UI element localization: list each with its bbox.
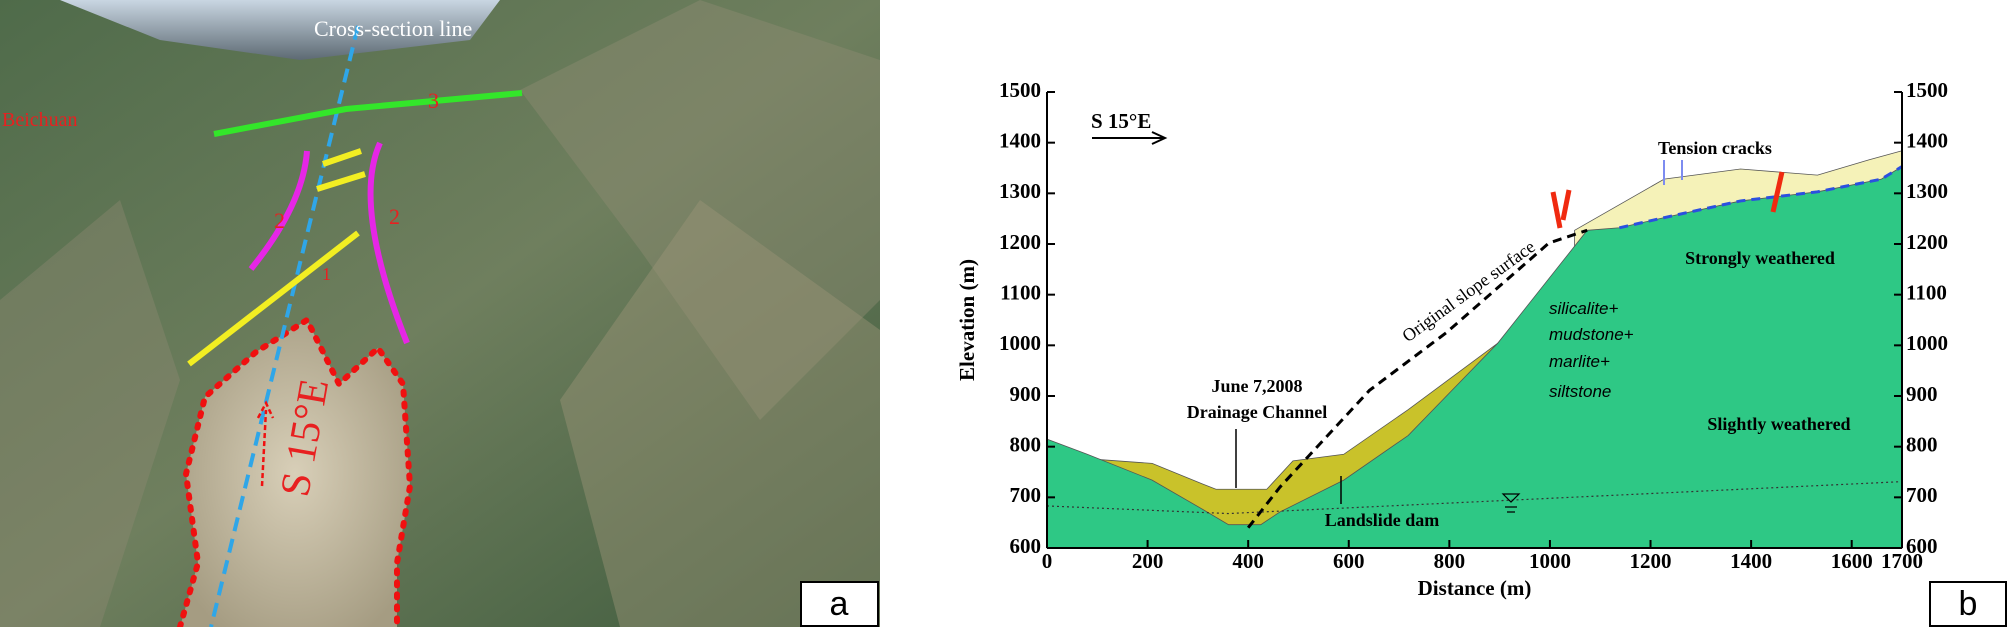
profile-line [1619,165,1903,230]
rock-label: silicalite+ [1549,299,1619,318]
annotation: Slightly weathered [1707,414,1850,434]
y-tick-label: 1000 [999,331,1041,355]
tension-crack [1560,189,1572,221]
crack [316,171,366,192]
y-tick-label: 800 [1010,432,1042,456]
ridge [520,0,880,420]
y2-tick-label: 1300 [1906,179,1948,203]
landslide-boundary [177,315,414,627]
y-tick-label: 700 [1010,483,1042,507]
x-tick-label: 1400 [1730,549,1772,573]
annotation: Drainage Channel [1187,402,1328,422]
y-tick-label: 900 [1010,382,1042,406]
zone-label: 2 [389,204,400,229]
annotation: Strongly weathered [1685,248,1835,268]
y-tick-label: 1200 [999,230,1041,254]
x-tick-label: 1000 [1529,549,1571,573]
y-tick-label: 1500 [999,78,1041,102]
y-tick-label: 1300 [999,179,1041,203]
water-symbol [1501,493,1521,513]
annotation: Tension cracks [1658,138,1772,158]
y-axis-label: Elevation (m) [955,259,979,381]
x-tick-label: 800 [1434,549,1466,573]
rock-label: siltstone [1549,382,1611,401]
x-tick-label: 1700 [1881,549,1923,573]
zone-label: 1 [322,264,331,284]
y2-tick-label: 1100 [1906,280,1947,304]
y-tick-label: 600 [1010,534,1042,558]
crack [322,148,362,167]
zone-label: 2 [274,208,285,233]
ridge [560,200,880,627]
y2-tick-label: 1000 [1906,331,1948,355]
profile-line [1246,228,1588,529]
rock-label: mudstone+ [1549,325,1634,344]
landslide-area [180,320,410,627]
y-tick-label: 1100 [1000,280,1041,304]
scarp-2 [248,150,310,271]
panel-a: Cross-section line Beichuan 1 2 2 3 S 15… [0,0,880,627]
y2-tick-label: 1500 [1906,78,1948,102]
tension-crack [1550,191,1563,229]
x-tick-label: 200 [1132,549,1164,573]
direction-arrow [1092,131,1168,145]
x-axis-label: Distance (m) [1418,576,1532,600]
y2-tick-label: 800 [1906,432,1938,456]
cross-section-line [209,25,360,627]
x-tick-label: 600 [1333,549,1365,573]
profile-line [1046,481,1903,515]
town-label: Beichuan [2,109,78,131]
ridge [0,200,180,627]
y2-tick-label: 900 [1906,382,1938,406]
x-tick-label: 400 [1232,549,1264,573]
scarp-3 [213,90,523,137]
x-tick-label: 0 [1042,549,1053,573]
direction-label: S 15°E [1091,109,1151,133]
label-box [1929,581,2007,627]
y2-tick-label: 700 [1906,483,1938,507]
panel-label: b [1959,585,1978,623]
direction-arrow [256,400,275,487]
cross-section-label: Cross-section line [314,16,472,41]
panel-b: 600 700 800 900 1000 1100 1200 1300 1400 1500 600 7… [955,78,1948,600]
annotation: Landslide dam [1325,510,1440,530]
scarp-2 [367,141,410,345]
label-box [800,581,879,627]
y-tick-label: 1400 [999,128,1041,152]
rock-label: marlite+ [1549,352,1610,371]
y2-tick-label: 1400 [1906,128,1948,152]
y2-tick-label: 1200 [1906,230,1948,254]
annotation: June 7,2008 [1211,376,1302,396]
tension-crack [1770,171,1785,213]
x-tick-label: 1200 [1630,549,1672,573]
zone-label: 3 [428,88,439,113]
y2-tick-label: 600 [1906,534,1938,558]
x-tick-label: 1600 [1831,549,1873,573]
crack [187,230,360,367]
sky [60,0,500,60]
panel-label: a [830,585,849,623]
